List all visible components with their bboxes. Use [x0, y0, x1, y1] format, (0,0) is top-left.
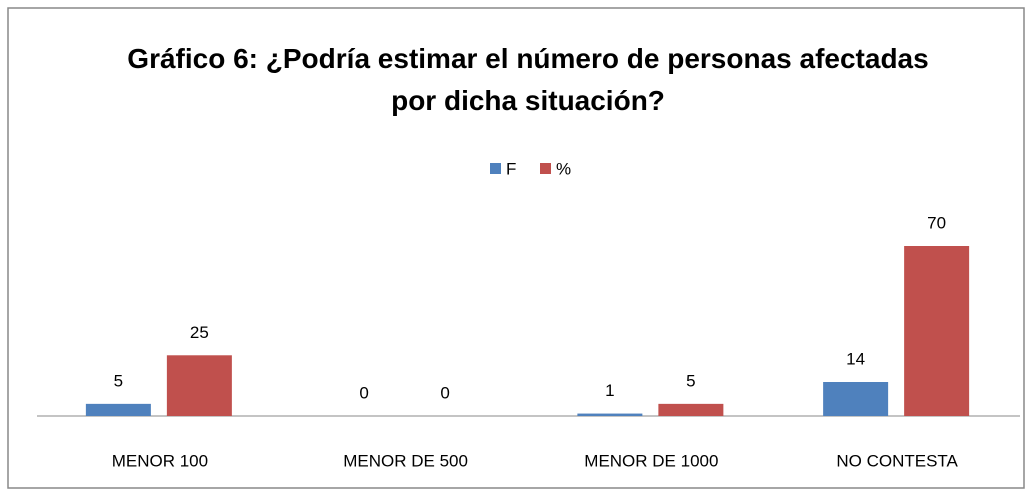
value-label: 5 [686, 371, 695, 390]
value-label: 25 [190, 323, 209, 342]
bar [166, 355, 232, 416]
x-tick-label: MENOR 100 [112, 451, 208, 470]
legend-label: F [506, 159, 516, 178]
legend-swatch [490, 163, 501, 174]
value-label: 5 [114, 371, 123, 390]
value-label: 1 [605, 381, 614, 400]
bar [85, 403, 151, 416]
x-tick-label: MENOR DE 1000 [584, 451, 718, 470]
value-label: 0 [440, 383, 449, 402]
bar [577, 413, 643, 416]
value-label: 70 [927, 213, 946, 232]
bar [823, 382, 889, 416]
bar [658, 403, 724, 416]
x-tick-label: MENOR DE 500 [343, 451, 468, 470]
value-label: 0 [359, 383, 368, 402]
value-label: 14 [846, 349, 865, 368]
legend-label: % [556, 159, 571, 178]
x-tick-label: NO CONTESTA [836, 451, 958, 470]
bar [904, 246, 970, 416]
chart-title: Gráfico 6: ¿Podría estimar el número de … [127, 43, 929, 116]
legend-swatch [540, 163, 551, 174]
